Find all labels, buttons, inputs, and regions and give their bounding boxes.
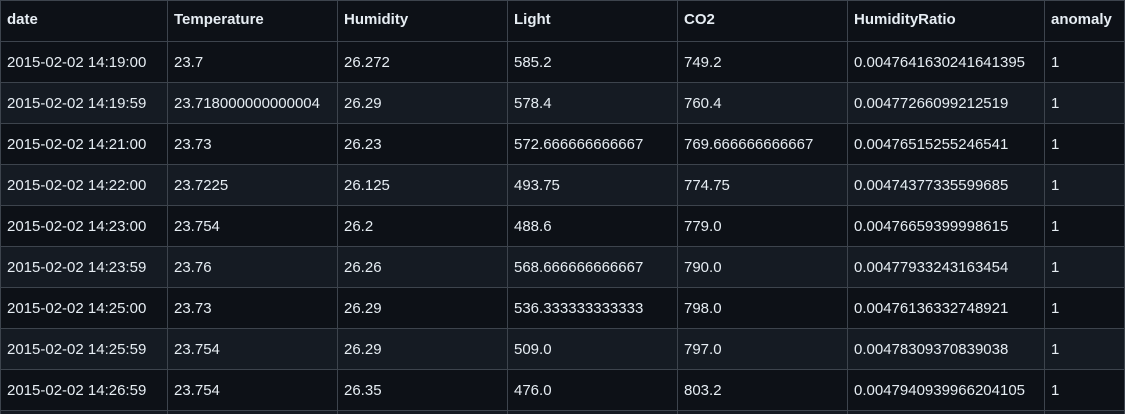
cell-light: 493.75	[507, 164, 678, 206]
cell-humidity: 26.125	[337, 164, 508, 206]
table-row: 2015-02-02 14:23:00 23.754 26.2 488.6 77…	[0, 205, 1125, 247]
cell-anomaly	[1044, 410, 1125, 414]
cell-light: 572.666666666667	[507, 123, 678, 165]
cell-anomaly: 1	[1044, 41, 1125, 83]
cell-humidity-ratio	[847, 410, 1045, 414]
cell-humidity: 26.29	[337, 287, 508, 329]
cell-date: 2015-02-02 14:26:59	[0, 369, 168, 411]
table-row: 2015-02-02 14:19:59 23.718000000000004 2…	[0, 82, 1125, 124]
cell-humidity: 26.29	[337, 328, 508, 370]
cell-humidity: 26.272	[337, 41, 508, 83]
cell-humidity: 26.26	[337, 246, 508, 288]
cell-co2	[677, 410, 848, 414]
cell-temperature: 23.754	[167, 369, 338, 411]
cell-temperature: 23.7225	[167, 164, 338, 206]
table-row: 2015-02-02 14:26:59 23.754 26.35 476.0 8…	[0, 369, 1125, 411]
cell-date: 2015-02-02 14:23:59	[0, 246, 168, 288]
column-header-humidity-ratio[interactable]: HumidityRatio	[847, 0, 1045, 42]
table-row: 2015-02-02 14:22:00 23.7225 26.125 493.7…	[0, 164, 1125, 206]
cell-date: 2015-02-02 14:21:00	[0, 123, 168, 165]
cell-anomaly: 1	[1044, 205, 1125, 247]
column-header-anomaly[interactable]: anomaly	[1044, 0, 1125, 42]
cell-date	[0, 410, 168, 414]
cell-humidity-ratio: 0.00476136332748921	[847, 287, 1045, 329]
cell-temperature: 23.754	[167, 205, 338, 247]
cell-anomaly: 1	[1044, 82, 1125, 124]
cell-co2: 749.2	[677, 41, 848, 83]
cell-temperature: 23.73	[167, 123, 338, 165]
column-header-light[interactable]: Light	[507, 0, 678, 42]
cell-date: 2015-02-02 14:25:59	[0, 328, 168, 370]
cell-co2: 769.666666666667	[677, 123, 848, 165]
cell-anomaly: 1	[1044, 287, 1125, 329]
cell-humidity: 26.2	[337, 205, 508, 247]
cell-humidity-ratio: 0.00476515255246541	[847, 123, 1045, 165]
cell-humidity-ratio: 0.00476659399998615	[847, 205, 1045, 247]
cell-temperature: 23.76	[167, 246, 338, 288]
cell-date: 2015-02-02 14:23:00	[0, 205, 168, 247]
column-header-co2[interactable]: CO2	[677, 0, 848, 42]
cell-humidity-ratio: 0.0047641630241641395	[847, 41, 1045, 83]
cell-humidity-ratio: 0.0047940939966204105	[847, 369, 1045, 411]
cell-humidity: 26.29	[337, 82, 508, 124]
cell-co2: 790.0	[677, 246, 848, 288]
cell-humidity: 26.35	[337, 369, 508, 411]
cell-humidity-ratio: 0.00477933243163454	[847, 246, 1045, 288]
cell-co2: 797.0	[677, 328, 848, 370]
cell-temperature: 23.754	[167, 328, 338, 370]
table-row: 2015-02-02 14:25:00 23.73 26.29 536.3333…	[0, 287, 1125, 329]
cell-light: 536.333333333333	[507, 287, 678, 329]
cell-date: 2015-02-02 14:19:59	[0, 82, 168, 124]
table-header-row: date Temperature Humidity Light CO2 Humi…	[0, 0, 1125, 42]
cell-co2: 779.0	[677, 205, 848, 247]
cell-co2: 760.4	[677, 82, 848, 124]
cell-temperature: 23.73	[167, 287, 338, 329]
cell-date: 2015-02-02 14:19:00	[0, 41, 168, 83]
cell-light: 488.6	[507, 205, 678, 247]
cell-anomaly: 1	[1044, 123, 1125, 165]
cell-humidity-ratio: 0.00477266099212519	[847, 82, 1045, 124]
cell-light: 476.0	[507, 369, 678, 411]
cell-anomaly: 1	[1044, 164, 1125, 206]
cell-co2: 774.75	[677, 164, 848, 206]
cell-temperature	[167, 410, 338, 414]
cell-temperature: 23.718000000000004	[167, 82, 338, 124]
cell-anomaly: 1	[1044, 369, 1125, 411]
cell-anomaly: 1	[1044, 246, 1125, 288]
table-row: 2015-02-02 14:21:00 23.73 26.23 572.6666…	[0, 123, 1125, 165]
cell-humidity-ratio: 0.00474377335599685	[847, 164, 1045, 206]
cell-anomaly: 1	[1044, 328, 1125, 370]
table-row: 2015-02-02 14:19:00 23.7 26.272 585.2 74…	[0, 41, 1125, 83]
cell-light: 585.2	[507, 41, 678, 83]
cell-light: 578.4	[507, 82, 678, 124]
cell-humidity-ratio: 0.00478309370839038	[847, 328, 1045, 370]
cell-date: 2015-02-02 14:25:00	[0, 287, 168, 329]
column-header-temperature[interactable]: Temperature	[167, 0, 338, 42]
cell-humidity: 26.23	[337, 123, 508, 165]
cell-temperature: 23.7	[167, 41, 338, 83]
table-row	[0, 410, 1125, 414]
cell-co2: 803.2	[677, 369, 848, 411]
column-header-humidity[interactable]: Humidity	[337, 0, 508, 42]
table-row: 2015-02-02 14:23:59 23.76 26.26 568.6666…	[0, 246, 1125, 288]
table-row: 2015-02-02 14:25:59 23.754 26.29 509.0 7…	[0, 328, 1125, 370]
cell-light: 568.666666666667	[507, 246, 678, 288]
column-header-date[interactable]: date	[0, 0, 168, 42]
cell-date: 2015-02-02 14:22:00	[0, 164, 168, 206]
cell-light: 509.0	[507, 328, 678, 370]
cell-light	[507, 410, 678, 414]
cell-humidity	[337, 410, 508, 414]
cell-co2: 798.0	[677, 287, 848, 329]
